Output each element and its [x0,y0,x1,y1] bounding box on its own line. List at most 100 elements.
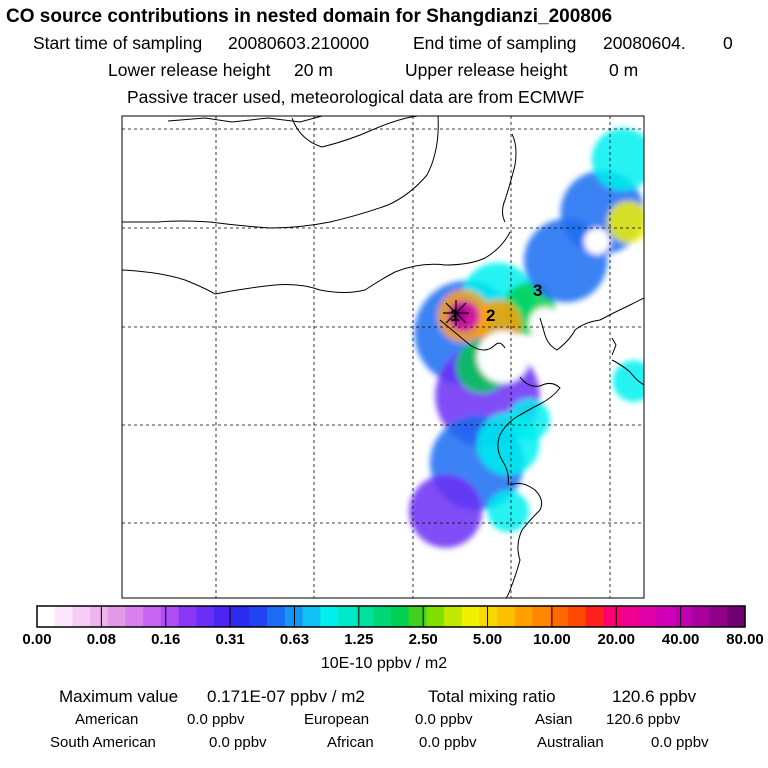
colorbar-cell [37,606,56,627]
start-time-value: 20080603.210000 [228,33,370,53]
plume-gap [583,228,611,255]
plume-blob [612,360,644,402]
total-mixing-value: 120.6 ppbv [612,687,697,706]
colorbar-cell [550,606,569,627]
region-asian-value: 120.6 ppbv [606,711,681,728]
colorbar-cell [249,606,268,627]
colorbar-tick-label: 0.63 [279,631,310,648]
colorbar-tick-label: 0.31 [215,631,245,648]
colorbar-tick-label: 10.00 [533,631,571,648]
region-american-label: American [75,711,139,728]
total-mixing-label: Total mixing ratio [428,687,556,706]
colorbar-cell [54,606,73,627]
colorbar-cell [603,606,622,627]
receptor-star-icon [443,300,469,326]
plume-blob [409,474,483,548]
colorbar-tick-label: 80.00 [726,631,764,648]
map-frame [121,115,645,599]
plume-blob [591,128,644,191]
colorbar-cell [284,606,304,627]
region-european-label: European [304,711,370,728]
map-gridlines [122,116,644,598]
colorbar-cell [479,606,498,627]
colorbar-cell [585,606,604,627]
end-time-value: 20080604. [603,33,686,53]
colorbar-tick-label: 0.08 [86,631,116,648]
region-south-american-label: South American [50,734,156,751]
colorbar-cell [302,606,321,627]
colorbar-cell [568,606,587,627]
region-european-value: 0.0 ppbv [415,711,473,728]
colorbar-tick-label: 0.16 [151,631,181,648]
colorbar-cell [337,606,357,627]
colorbar-cell [709,606,728,627]
marker-1: 1 [450,306,459,325]
colorbar-cell [691,606,711,627]
region-african-label: African [327,734,374,751]
colorbar-cell [444,606,463,627]
colorbar-tick-label: 1.25 [344,631,374,648]
upper-height-value: 0 m [609,60,639,80]
end-time-label: End time of sampling [413,33,577,53]
colorbar-cell [320,606,339,627]
plume-gap [476,330,530,384]
region-african-value: 0.0 ppbv [419,734,477,751]
colorbar-tick-label: 20.00 [597,631,636,648]
colorbar-cell [178,606,197,627]
colorbar-tick-label: 0.00 [22,631,52,648]
marker-2: 2 [486,306,495,325]
colorbar-cell [214,606,233,627]
lower-height-value: 20 m [294,60,333,80]
colorbar-cell [408,606,427,627]
colorbar-cell [532,606,551,627]
colorbar-cell [107,606,127,627]
colorbar-cell [373,606,392,627]
colorbar-cell [160,606,180,627]
max-value-label: Maximum value [59,687,179,706]
colorbar-cell [514,606,534,627]
colorbar-cell [391,606,410,627]
colorbar-tick-label: 40.00 [661,631,700,648]
plume-blob [508,398,551,441]
region-american-value: 0.0 ppbv [187,711,245,728]
colorbar-cell [426,606,445,627]
colorbar-cell [674,606,693,627]
plume-gap [529,307,561,339]
plume-blob [450,305,467,322]
start-time-label: Start time of sampling [33,33,203,53]
colorbar-cell [125,606,144,627]
colorbar-cell [90,606,109,627]
colorbar-tick-label: 2.50 [408,631,438,648]
colorbar-tick-label: 5.00 [472,631,503,648]
plume-blob [607,201,644,243]
colorbar-cell [656,606,675,627]
max-value: 0.171E-07 ppbv / m2 [207,687,365,706]
colorbar-cell [72,606,91,627]
colorbar-cell [461,606,481,627]
colorbar-cell [621,606,640,627]
region-south-american-value: 0.0 ppbv [209,734,267,751]
colorbar-cell [497,606,516,627]
colorbar-cell [267,606,286,627]
chart-title: CO source contributions in nested domain… [6,6,613,27]
colorbar-cell [638,606,658,627]
colorbar-cell [196,606,215,627]
colorbar-cell [727,606,746,627]
coastlines [122,116,644,598]
plume-blob [487,490,530,533]
region-australian-label: Australian [537,734,604,751]
colorbar-units: 10E-10 ppbv / m2 [320,655,448,672]
colorbar-cell [355,606,374,627]
upper-height-label: Upper release height [405,60,568,80]
end-time-suffix: 0 [723,33,733,53]
colorbar-cell [143,606,162,627]
region-asian-label: Asian [535,711,573,728]
plume-layer [409,128,644,548]
lower-height-label: Lower release height [108,60,271,80]
colorbar-cell [231,606,250,627]
region-australian-value: 0.0 ppbv [651,734,709,751]
marker-3: 3 [533,281,542,300]
tracer-note: Passive tracer used, meteorological data… [127,87,585,107]
